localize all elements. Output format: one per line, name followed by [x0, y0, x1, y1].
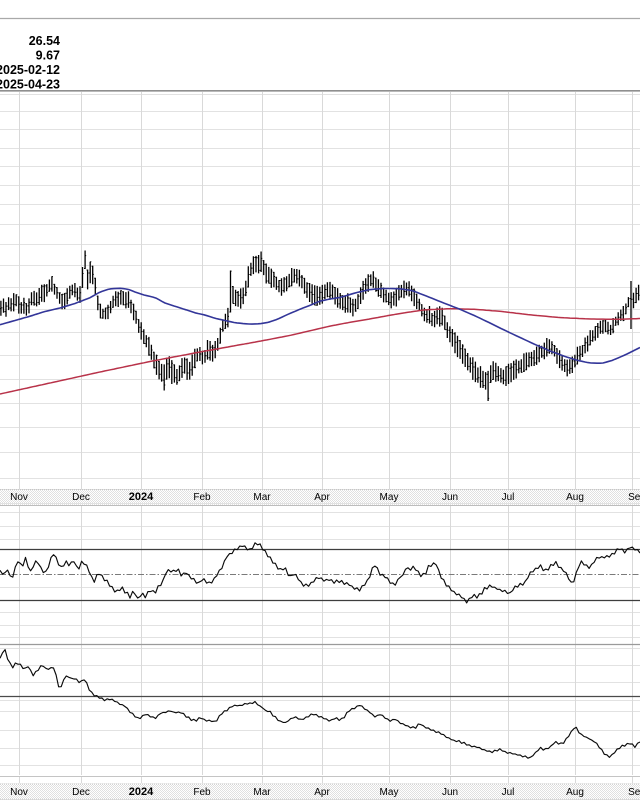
svg-text:Feb: Feb: [193, 492, 211, 503]
svg-text:Sep: Sep: [628, 492, 640, 503]
svg-text:Nov: Nov: [10, 787, 28, 798]
svg-text:2024: 2024: [129, 786, 154, 798]
svg-text:Jun: Jun: [442, 787, 458, 798]
svg-text:Mar: Mar: [253, 787, 271, 798]
svg-text:Jul: Jul: [502, 787, 515, 798]
svg-text:Mar: Mar: [253, 492, 271, 503]
svg-text:Dec: Dec: [72, 787, 90, 798]
svg-text:Aug: Aug: [566, 492, 584, 503]
svg-text:Apr: Apr: [314, 492, 330, 503]
svg-text:2025-04-23: 2025-04-23: [0, 78, 60, 92]
svg-text:May: May: [380, 787, 399, 798]
svg-text:9.67: 9.67: [36, 49, 60, 63]
svg-text:2024: 2024: [129, 491, 154, 503]
svg-text:2025-02-12: 2025-02-12: [0, 63, 60, 77]
svg-text:Jul: Jul: [502, 492, 515, 503]
svg-text:Aug: Aug: [566, 787, 584, 798]
svg-text:Sep: Sep: [628, 787, 640, 798]
svg-text:Dec: Dec: [72, 492, 90, 503]
svg-text:26.54: 26.54: [29, 34, 60, 48]
svg-text:May: May: [380, 492, 399, 503]
svg-text:Jun: Jun: [442, 492, 458, 503]
svg-text:Feb: Feb: [193, 787, 211, 798]
svg-text:Apr: Apr: [314, 787, 330, 798]
svg-text:Nov: Nov: [10, 492, 28, 503]
